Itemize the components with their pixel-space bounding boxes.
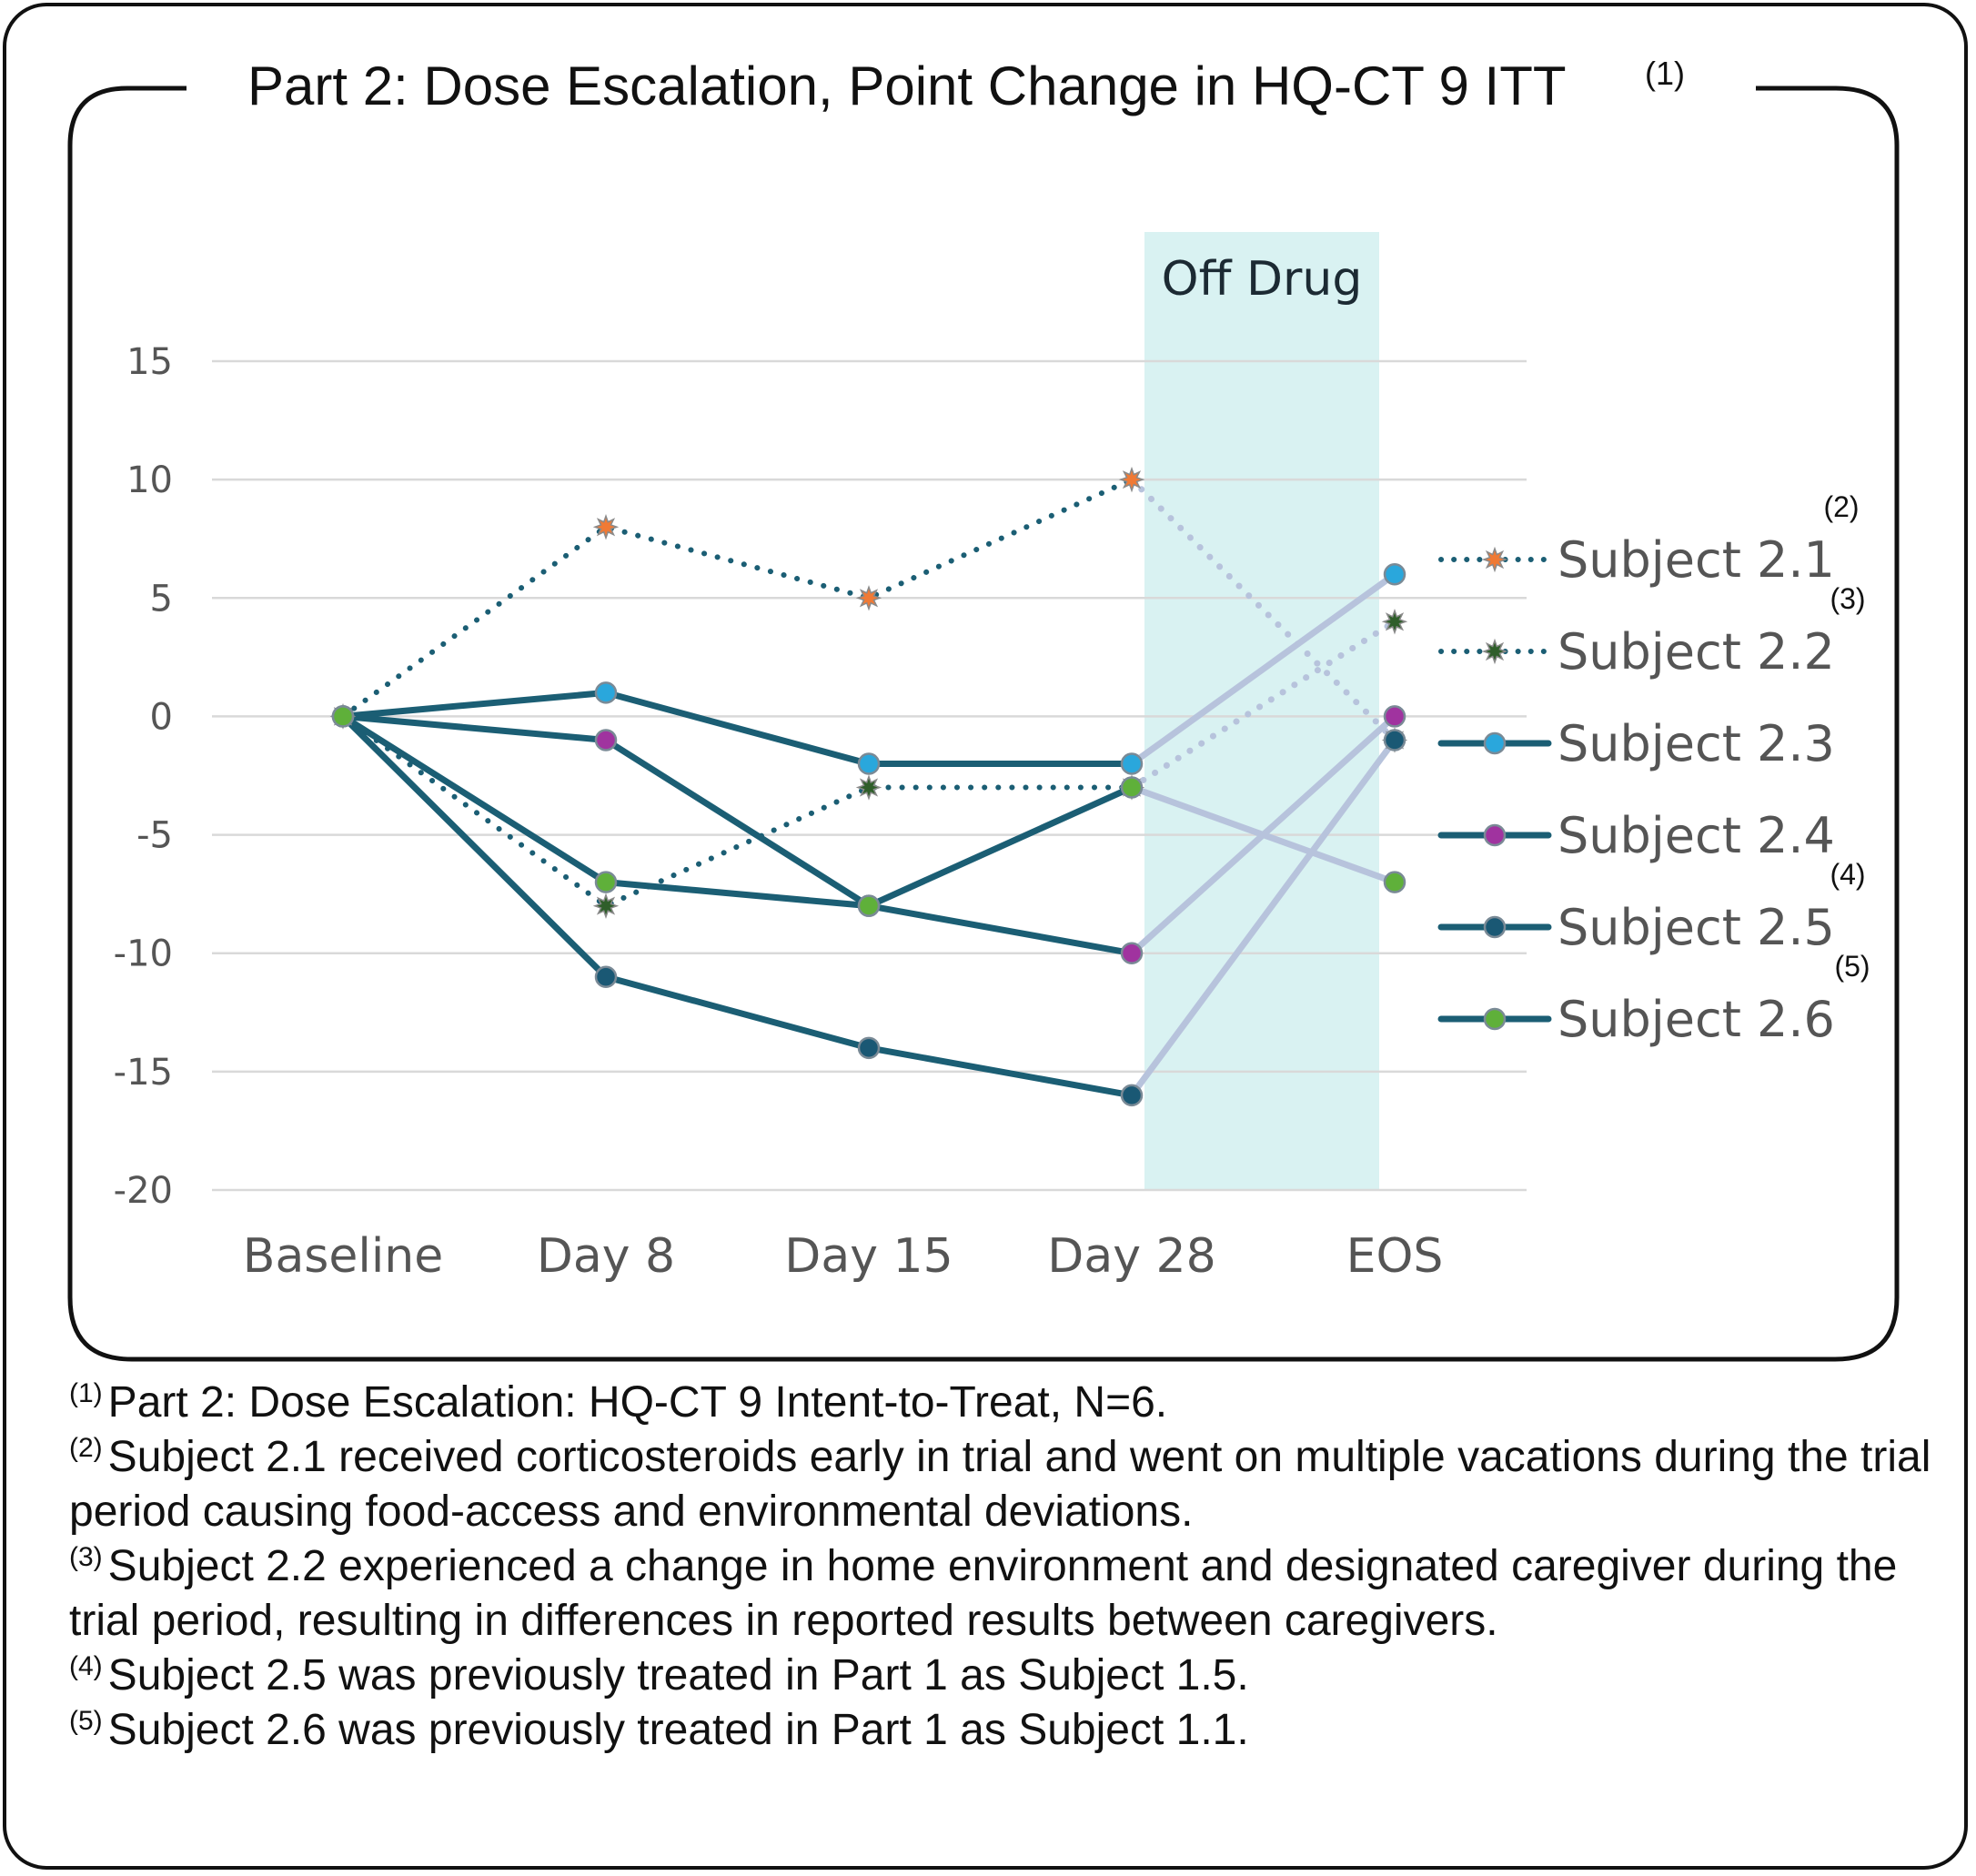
footnote-text: Subject 2.6 was previously treated in Pa… — [107, 1706, 1249, 1754]
legend-marker — [1483, 915, 1507, 939]
data-point-subject-2-3 — [594, 681, 618, 704]
data-point-subject-2-6 — [1383, 871, 1406, 893]
footnote-text: Part 2: Dose Escalation: HQ-CT 9 Intent-… — [107, 1378, 1168, 1427]
data-point-subject-2-2 — [592, 893, 620, 919]
x-tick-label-day-15: Day 15 — [784, 1229, 953, 1284]
footnote-mark: (5) — [69, 1706, 103, 1736]
legend-label-subject-2-3: Subject 2.3 — [1558, 715, 1835, 772]
data-point-subject-2-2 — [1381, 609, 1408, 635]
footnote-4: (4) Subject 2.5 was previously treated in… — [69, 1649, 1934, 1703]
footnote-mark: (3) — [69, 1542, 103, 1572]
series-line-subject-2-1 — [340, 477, 1134, 720]
y-tick-label: 5 — [150, 578, 173, 620]
series-line-subject-2-4 — [339, 712, 1135, 957]
series-line-off-drug-subject-2-3 — [1128, 570, 1398, 767]
footnote-text: Subject 2.1 received corticosteroids ear… — [69, 1433, 1931, 1536]
legend-label-subject-2-5: Subject 2.5 — [1558, 899, 1835, 956]
data-point-subject-2-1 — [1118, 466, 1145, 493]
series-line-subject-2-3 — [339, 689, 1135, 767]
chart-title: Part 2: Dose Escalation, Point Change in… — [247, 55, 1567, 116]
y-tick-label: 0 — [150, 696, 173, 738]
data-point-subject-2-3 — [1120, 752, 1144, 775]
footnote-3: (3) Subject 2.2 experienced a change in h… — [69, 1539, 1934, 1649]
data-point-subject-2-5 — [1383, 729, 1406, 751]
series-line-subject-2-2 — [340, 713, 1134, 910]
legend-entry-subject-2-2: Subject 2.2 (3) — [1438, 582, 1866, 681]
y-tick-label: -10 — [114, 933, 173, 975]
data-point-subject-2-6 — [1120, 776, 1144, 799]
footnote-mark: (4) — [69, 1651, 103, 1681]
legend-marker — [1483, 1007, 1507, 1031]
chart-panel-border — [67, 86, 1900, 1362]
data-point-subject-2-4 — [1120, 942, 1144, 964]
series-line-subject-2-6 — [339, 712, 1135, 910]
data-point-subject-2-3 — [1383, 563, 1406, 586]
off-drug-label: Off Drug — [1162, 252, 1363, 307]
legend-entry-subject-2-4: Subject 2.4 — [1437, 807, 1835, 864]
y-tick-label: -15 — [114, 1052, 173, 1094]
data-point-subject-2-4 — [594, 729, 618, 751]
line-chart: Part 2: Dose Escalation, Point Change in… — [67, 55, 1900, 1362]
y-tick-label: -5 — [136, 815, 173, 857]
data-point-subject-2-5 — [857, 1036, 881, 1060]
x-tick-label-day-8: Day 8 — [537, 1229, 675, 1284]
legend-entry-subject-2-5: Subject 2.5 (4) — [1437, 858, 1866, 956]
footnote-text: Subject 2.2 experienced a change in home… — [69, 1542, 1898, 1645]
data-point-subject-2-6 — [594, 871, 618, 893]
data-point-subject-2-1 — [855, 585, 882, 611]
chart-title-note: (1) — [1645, 55, 1685, 92]
y-tick-label: 15 — [126, 341, 173, 383]
legend-marker — [1481, 546, 1508, 573]
data-point-subject-2-3 — [857, 752, 881, 775]
series-line-off-drug-subject-2-6 — [1128, 784, 1398, 886]
legend-label-subject-2-4: Subject 2.4 — [1558, 807, 1835, 864]
legend-marker — [1483, 823, 1507, 847]
legend-entry-subject-2-6: Subject 2.6 (5) — [1437, 950, 1870, 1048]
footnote-mark: (2) — [69, 1433, 103, 1463]
footnote-1: (1) Part 2: Dose Escalation: HQ-CT 9 Inte… — [69, 1376, 1934, 1430]
series-line-off-drug-subject-2-5 — [1128, 736, 1398, 1099]
y-tick-label: 10 — [126, 459, 173, 501]
footnote-2: (2) Subject 2.1 received corticosteroids … — [69, 1430, 1934, 1539]
data-point-subject-2-5 — [1120, 1084, 1144, 1107]
legend-marker — [1481, 638, 1508, 665]
x-tick-label-day-28: Day 28 — [1047, 1229, 1215, 1284]
footnote-mark: (1) — [69, 1378, 103, 1408]
legend-label-subject-2-6: Subject 2.6 — [1558, 991, 1835, 1048]
legend-marker — [1483, 731, 1507, 755]
footnotes: (1) Part 2: Dose Escalation: HQ-CT 9 Inte… — [69, 1376, 1934, 1758]
data-point-subject-2-1 — [592, 513, 620, 540]
data-point-subject-2-6 — [857, 894, 881, 917]
y-tick-label: -20 — [114, 1170, 173, 1212]
series-line-off-drug-subject-2-2 — [1128, 618, 1398, 792]
series-line-subject-2-5 — [339, 712, 1135, 1099]
legend-label-subject-2-1: Subject 2.1 — [1558, 531, 1835, 589]
legend-entry-subject-2-3: Subject 2.3 — [1437, 715, 1835, 772]
x-tick-label-baseline: Baseline — [243, 1229, 443, 1284]
off-drug-band — [1144, 232, 1379, 1190]
data-point-subject-2-2 — [855, 774, 882, 801]
legend-note-subject-2-5: (4) — [1830, 858, 1865, 891]
x-tick-label-eos: EOS — [1346, 1229, 1444, 1284]
legend-note-subject-2-2: (3) — [1830, 582, 1865, 615]
legend-label-subject-2-2: Subject 2.2 — [1558, 623, 1835, 681]
data-point-subject-2-6 — [331, 705, 355, 728]
legend-note-subject-2-1: (2) — [1823, 490, 1859, 523]
data-point-subject-2-5 — [594, 965, 618, 988]
outer-frame — [3, 3, 1968, 1870]
data-point-subject-2-4 — [1383, 705, 1406, 728]
legend-entry-subject-2-1: Subject 2.1 (2) — [1438, 490, 1860, 589]
footnote-5: (5) Subject 2.6 was previously treated in… — [69, 1703, 1934, 1758]
footnote-text: Subject 2.5 was previously treated in Pa… — [107, 1651, 1249, 1699]
legend-note-subject-2-6: (5) — [1834, 950, 1870, 983]
chart-title-group: Part 2: Dose Escalation, Point Change in… — [247, 55, 1685, 116]
